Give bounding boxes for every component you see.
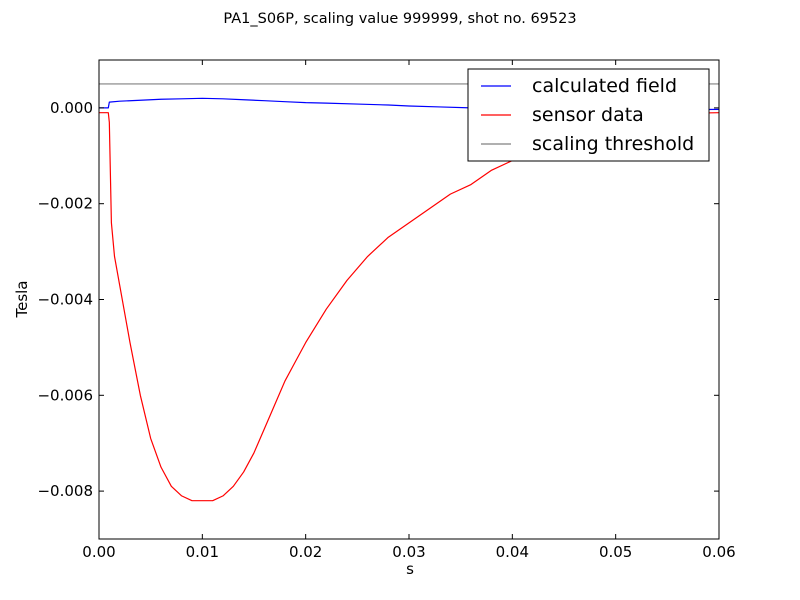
y-tick-label: −0.006 bbox=[37, 386, 93, 404]
x-tick-label: 0.04 bbox=[496, 543, 529, 561]
y-axis: 0.000 −0.002 −0.004 −0.006 −0.008 bbox=[37, 99, 719, 500]
y-tick-label: −0.004 bbox=[37, 291, 93, 309]
x-tick-label: 0.00 bbox=[82, 543, 115, 561]
legend-label: scaling threshold bbox=[532, 133, 694, 155]
x-tick-label: 0.06 bbox=[702, 543, 735, 561]
x-tick-label: 0.05 bbox=[599, 543, 632, 561]
y-axis-label: Tesla bbox=[13, 280, 31, 318]
y-tick-label: 0.000 bbox=[50, 99, 93, 117]
chart-title: PA1_S06P, scaling value 999999, shot no.… bbox=[223, 11, 576, 27]
legend: calculated field sensor data scaling thres… bbox=[467, 68, 710, 162]
x-tick-label: 0.01 bbox=[186, 543, 219, 561]
x-axis: 0.00 0.01 0.02 0.03 0.04 0.05 0.06 bbox=[82, 60, 736, 561]
y-tick-label: −0.002 bbox=[37, 195, 93, 213]
legend-label: sensor data bbox=[532, 104, 644, 126]
x-axis-label: s bbox=[406, 560, 414, 578]
x-tick-label: 0.03 bbox=[392, 543, 425, 561]
y-tick-label: −0.008 bbox=[37, 482, 93, 500]
legend-label: calculated field bbox=[532, 75, 677, 97]
series-line-sensor-data bbox=[99, 112, 719, 502]
x-tick-label: 0.02 bbox=[289, 543, 322, 561]
